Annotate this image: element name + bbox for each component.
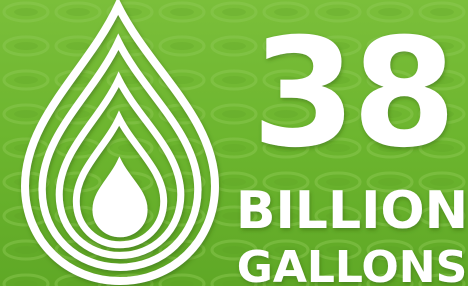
unit-line-2: GALLONS [237, 242, 468, 286]
graphic: 38 BILLION GALLONS [0, 0, 468, 286]
unit-line-1: BILLION [236, 181, 468, 241]
headline-number: 38 [252, 7, 453, 181]
page: {"number": "38", "unit_line1": "BILLION"… [0, 0, 468, 286]
